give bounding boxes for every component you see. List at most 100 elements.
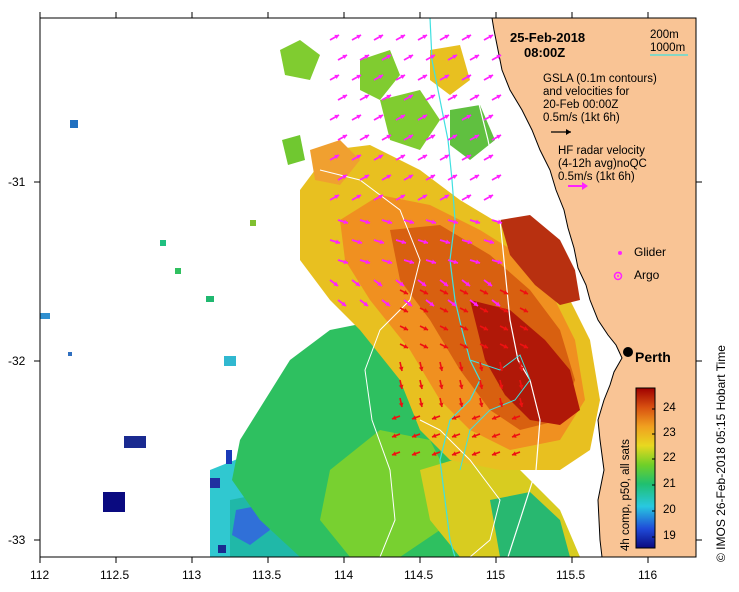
hf-arrow-head	[333, 281, 338, 286]
colorbar-tick: 22	[663, 452, 676, 464]
gsla-arrow-head	[398, 402, 404, 407]
sst-red	[470, 300, 580, 425]
gsla-line-3: 20-Feb 00:00Z	[543, 99, 619, 111]
gsla-arrow-head	[523, 290, 528, 295]
hf-arrow-head	[334, 114, 339, 120]
gsla-arrow-head	[432, 451, 437, 456]
gsla-arrow-head	[463, 344, 468, 349]
gsla-arrow-head	[412, 433, 417, 438]
hf-arrow-head	[386, 134, 391, 140]
hf-arrow-head	[474, 134, 479, 140]
hf-arrow-head	[474, 174, 479, 180]
x-tick-label: 114.5	[404, 568, 434, 582]
hf-arrow-head	[356, 74, 361, 80]
hf-arrow-head	[378, 74, 383, 80]
hf-arrow-head	[356, 194, 361, 200]
sst-speck	[160, 240, 166, 246]
hf-arrow-head	[453, 259, 458, 265]
hf-radar-arrows	[329, 34, 503, 307]
sst-green-north-1	[280, 40, 320, 80]
colorbar-tick-marks	[652, 408, 655, 538]
hf-arrow-head	[400, 34, 405, 40]
hf-arrow-head	[475, 259, 480, 265]
hf-arrow-head	[341, 301, 346, 306]
hf-arrow-head	[342, 174, 347, 180]
sst-speck	[226, 450, 232, 464]
hf-arrow-head	[379, 239, 384, 245]
credit-text: © IMOS 26-Feb-2018 05:15 Hobart Time	[714, 345, 728, 562]
hf-arrow-head	[334, 34, 339, 40]
hf-arrow-head	[409, 219, 414, 225]
contour-1000m	[429, 18, 481, 557]
argo-symbol-dot	[617, 275, 619, 277]
hf-arrow-head	[451, 301, 456, 306]
hf-arrow-head	[408, 94, 413, 100]
perth-marker	[623, 347, 633, 357]
sst-green-south	[490, 492, 570, 557]
gsla-arrow-head	[438, 402, 444, 407]
hf-arrow-head	[488, 34, 493, 40]
gsla-arrow-head	[418, 366, 424, 371]
sst-green-light	[320, 430, 450, 557]
gsla-arrow-head	[398, 384, 404, 389]
hf-arrow-head	[387, 219, 392, 225]
hf-arrow-head	[421, 281, 426, 286]
hf-arrow-head	[422, 114, 427, 120]
hf-arrow-head	[496, 94, 501, 100]
gsla-arrow-head	[403, 308, 408, 313]
y-tick-label: -32	[8, 354, 26, 368]
gsla-arrow-head	[458, 384, 464, 389]
gsla-arrow-head	[392, 433, 397, 438]
hf-arrow-head	[430, 134, 435, 140]
x-tick-label: 114	[334, 568, 354, 582]
hf-arrow-head	[444, 114, 449, 120]
sst-yellow-north	[430, 45, 470, 95]
gsla-arrow-head	[452, 415, 457, 420]
gsla-arrows	[391, 289, 529, 456]
hf-arrow-head	[334, 154, 339, 160]
hf-arrow-head	[364, 54, 369, 60]
hf-arrow-head	[364, 94, 369, 100]
gsla-arrow-head	[483, 290, 488, 295]
hf-arrow-head	[422, 194, 427, 200]
hf-arrow-head	[488, 154, 493, 160]
hf-arrow-head	[342, 94, 347, 100]
hf-arrow-head	[496, 54, 501, 60]
gsla-line-2: and velocities for	[543, 86, 630, 98]
contour-200m	[461, 18, 541, 557]
colorbar-tick: 20	[663, 504, 676, 516]
gsla-arrow-head	[498, 402, 504, 407]
legend-200m: 200m	[650, 29, 679, 41]
hf-arrow-head	[408, 134, 413, 140]
hf-arrow-head	[452, 134, 457, 140]
sst-speck	[68, 352, 72, 356]
hf-arrow-head	[488, 114, 493, 120]
gsla-arrow-head	[463, 326, 468, 331]
sst-red-north	[500, 215, 580, 305]
gsla-arrow-head	[492, 433, 497, 438]
sst-speck	[70, 120, 78, 128]
colorbar-tick: 24	[663, 402, 676, 414]
sst-speck	[103, 492, 125, 512]
gsla-arrow-head	[452, 433, 457, 438]
sst-speck	[40, 313, 50, 319]
gsla-arrow-head	[518, 402, 524, 407]
gsla-arrow-head	[503, 308, 508, 313]
gsla-arrow-head	[478, 402, 484, 407]
gsla-arrow-head	[418, 402, 424, 407]
hf-arrow-head	[356, 114, 361, 120]
hf-arrow-head	[400, 114, 405, 120]
hf-arrow-head	[495, 301, 500, 306]
hf-arrow-head	[342, 54, 347, 60]
hf-arrow-head	[401, 239, 406, 245]
gsla-arrow-head	[492, 451, 497, 456]
y-tick-label: -33	[8, 533, 26, 547]
hf-arrow-head	[497, 219, 502, 225]
hf-arrow-head	[453, 219, 458, 225]
hf-arrow-head	[378, 194, 383, 200]
hf-arrow-head	[422, 34, 427, 40]
gsla-arrow-head	[498, 384, 504, 389]
hf-arrow-head	[445, 239, 450, 245]
gsla-line-1: GSLA (0.1m contours)	[543, 73, 657, 85]
hf-arrow-head	[466, 114, 471, 120]
